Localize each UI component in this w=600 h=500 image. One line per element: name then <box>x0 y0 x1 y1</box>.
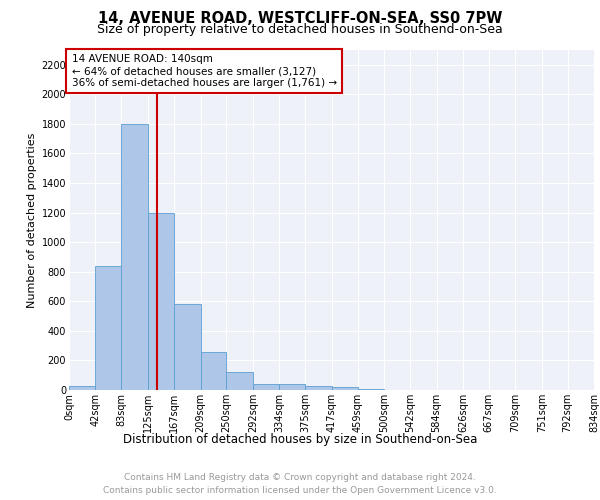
Bar <box>200 352 226 390</box>
Bar <box>69 386 95 390</box>
Bar <box>226 372 253 390</box>
Bar <box>174 304 200 390</box>
Text: Size of property relative to detached houses in Southend-on-Sea: Size of property relative to detached ho… <box>97 22 503 36</box>
Bar <box>358 388 384 390</box>
Bar <box>148 212 174 390</box>
Bar <box>253 384 279 390</box>
Text: 14, AVENUE ROAD, WESTCLIFF-ON-SEA, SS0 7PW: 14, AVENUE ROAD, WESTCLIFF-ON-SEA, SS0 7… <box>98 11 502 26</box>
Bar <box>331 387 358 390</box>
Bar <box>305 386 331 390</box>
Y-axis label: Number of detached properties: Number of detached properties <box>28 132 37 308</box>
Bar <box>95 266 121 390</box>
Bar <box>279 384 305 390</box>
Text: Distribution of detached houses by size in Southend-on-Sea: Distribution of detached houses by size … <box>123 432 477 446</box>
Text: Contains HM Land Registry data © Crown copyright and database right 2024.
Contai: Contains HM Land Registry data © Crown c… <box>103 473 497 495</box>
Bar <box>121 124 148 390</box>
Text: 14 AVENUE ROAD: 140sqm
← 64% of detached houses are smaller (3,127)
36% of semi-: 14 AVENUE ROAD: 140sqm ← 64% of detached… <box>71 54 337 88</box>
